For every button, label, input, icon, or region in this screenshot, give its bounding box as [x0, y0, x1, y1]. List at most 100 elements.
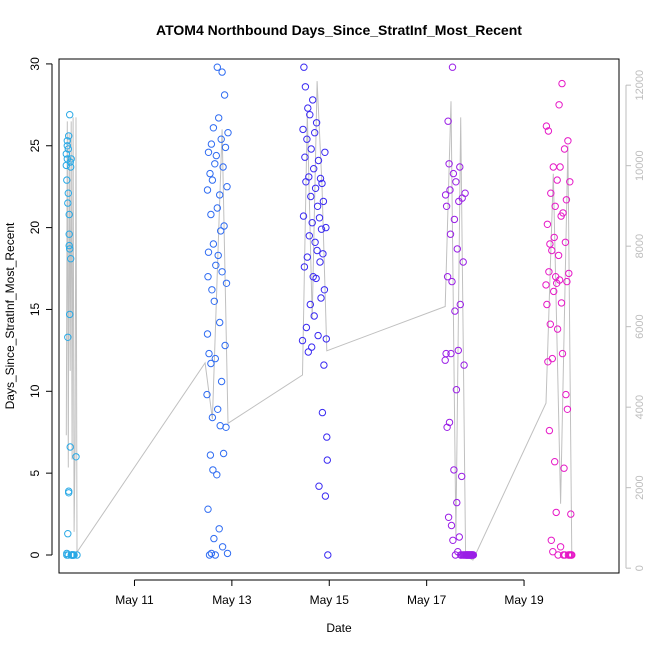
series-5 [542, 79, 576, 559]
y-tick-label: 30 [28, 57, 42, 71]
data-point [304, 104, 312, 112]
data-point [547, 536, 555, 544]
data-point [322, 335, 330, 343]
data-point [565, 269, 573, 278]
data-point [221, 341, 229, 350]
data-point [549, 163, 557, 171]
data-point [441, 356, 449, 364]
data-point [310, 165, 318, 173]
chart-title: ATOM4 Northbound Days_Since_StratInf_Mos… [156, 22, 522, 38]
data-point [455, 533, 463, 541]
data-point [217, 377, 226, 386]
data-point [316, 258, 324, 266]
data-point [312, 274, 320, 283]
data-point [205, 349, 213, 358]
data-point [450, 466, 458, 474]
data-point [72, 453, 80, 461]
data-point [321, 148, 329, 157]
data-point [548, 246, 556, 255]
data-point [217, 135, 225, 143]
data-point [66, 443, 74, 451]
y-tick-label: 5 [28, 469, 42, 476]
data-point [303, 135, 311, 143]
data-point [216, 191, 224, 199]
y-tick-label: 0 [28, 551, 42, 558]
data-point [220, 91, 229, 99]
data-point [222, 279, 231, 287]
data-point [214, 405, 222, 413]
data-point [65, 132, 73, 140]
data-point [218, 68, 226, 76]
y2-tick-label: 8000 [634, 234, 646, 258]
x-tick-label: May 19 [504, 593, 544, 607]
data-point [448, 277, 456, 286]
data-point [313, 246, 321, 255]
points-layer [62, 63, 576, 559]
data-point [67, 255, 75, 263]
data-point [206, 451, 215, 459]
data-point [545, 426, 554, 435]
data-point [320, 286, 329, 294]
data-point [215, 114, 223, 122]
data-point [544, 358, 552, 366]
x-axis-label: Date [326, 621, 352, 635]
data-point [300, 63, 308, 71]
data-point [207, 210, 215, 219]
data-point [211, 160, 219, 168]
data-point [64, 333, 72, 341]
data-point [223, 183, 231, 191]
data-point [209, 240, 218, 248]
data-point [65, 230, 73, 238]
data-point [66, 245, 74, 253]
data-point [444, 513, 453, 521]
data-point [549, 548, 557, 556]
y-tick-label: 15 [28, 302, 42, 316]
data-point [67, 155, 75, 163]
data-point [554, 251, 563, 260]
data-point [211, 551, 220, 559]
data-point [547, 189, 555, 197]
data-point [445, 418, 454, 427]
data-point [321, 492, 330, 500]
data-point [219, 449, 228, 458]
y-axis-label: Days_Since_StratInf_Most_Recent [3, 222, 17, 409]
data-point [316, 174, 325, 183]
data-point [314, 331, 322, 340]
data-point [307, 145, 315, 153]
data-point [318, 408, 327, 417]
y2-tick-label: 2000 [634, 475, 646, 499]
data-point [212, 151, 221, 160]
data-point [454, 346, 462, 355]
data-point [64, 189, 73, 197]
data-point [460, 361, 468, 369]
data-point [456, 300, 464, 309]
y2-tick-label: 6000 [634, 314, 646, 338]
data-point [213, 204, 222, 212]
data-point [62, 150, 71, 158]
data-point [556, 163, 564, 171]
data-point [546, 240, 554, 248]
data-point [543, 220, 552, 229]
data-point [310, 312, 318, 320]
data-point [300, 263, 309, 271]
data-point [453, 498, 461, 507]
data-point [553, 176, 561, 184]
series-4 [441, 63, 478, 559]
data-point [205, 551, 214, 559]
data-point [560, 464, 568, 472]
data-point [318, 179, 326, 188]
data-point [461, 189, 469, 197]
data-point [208, 413, 217, 422]
series-1 [62, 111, 81, 559]
data-point [562, 390, 570, 399]
data-point [556, 543, 565, 551]
data-point [305, 232, 313, 240]
data-point [64, 145, 73, 153]
data-point [302, 323, 311, 332]
data-point [444, 117, 452, 125]
data-point [73, 551, 81, 559]
data-point [548, 354, 556, 363]
data-point [203, 330, 212, 338]
data-point [208, 176, 217, 184]
